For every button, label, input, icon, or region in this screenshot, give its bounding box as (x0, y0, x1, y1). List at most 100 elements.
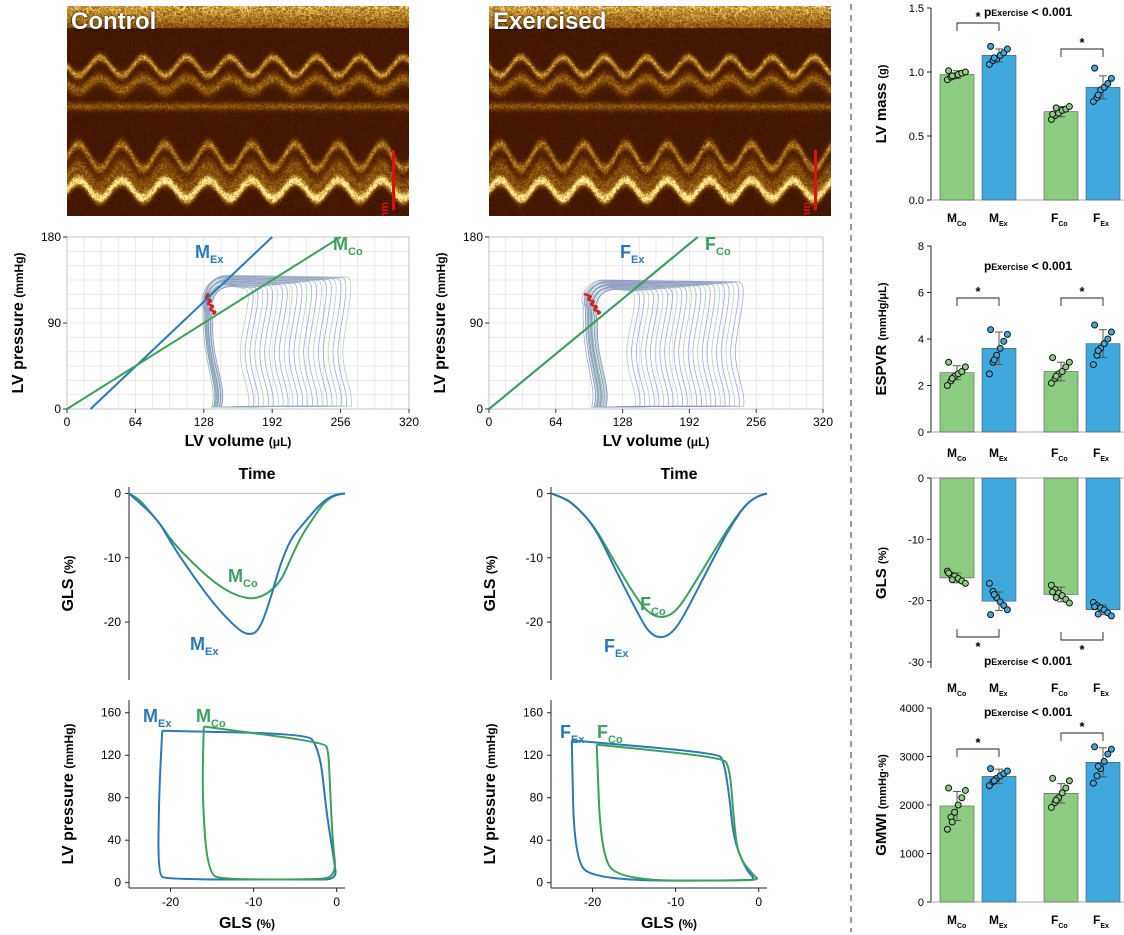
x-axis-label: GLS (%) (641, 915, 697, 932)
data-point (1003, 767, 1011, 775)
pv-loop (590, 285, 679, 408)
significance-bracket (956, 297, 1000, 306)
significance-bracket (1060, 732, 1104, 741)
y-tick-label: 0 (536, 486, 543, 500)
pv-loop (204, 280, 299, 408)
y-tick-label: 120 (101, 748, 121, 762)
y-tick-label: 40 (530, 833, 544, 847)
p-value-annotation: pExercise < 0.001 (984, 5, 1072, 19)
data-point (1107, 74, 1115, 82)
data-point (1104, 750, 1112, 758)
y-axis-label: GLS (%) (482, 555, 499, 611)
y-tick-label: -20 (908, 596, 924, 608)
y-tick-label: -10 (908, 534, 924, 546)
category-label: FCo (1051, 446, 1068, 463)
data-point (1094, 762, 1102, 770)
y-tick-label: 0.0 (909, 195, 924, 207)
data-point (1100, 340, 1108, 348)
data-point (954, 801, 962, 809)
p-value-annotation: pExercise < 0.001 (984, 705, 1072, 719)
pv-loop (595, 288, 646, 408)
echo-label-control: Control (71, 8, 157, 35)
y-axis-label: GLS (%) (60, 555, 77, 611)
data-point (1094, 91, 1102, 99)
y-tick-label: 0 (54, 402, 61, 416)
significance-bracket (956, 629, 1000, 638)
data-point (961, 68, 969, 76)
data-point (990, 590, 998, 598)
data-point (1100, 757, 1108, 765)
pv-loop (588, 285, 683, 408)
data-point (1104, 80, 1112, 88)
significance-marker: * (1079, 35, 1085, 50)
significance-marker: * (975, 284, 981, 299)
pv-chart-pv-male: 0 64 128 192 256 320 0 90 180 MEx MCo LV volume (μL… (10, 230, 419, 450)
bar (1043, 111, 1079, 201)
y-tick-label: 2000 (900, 800, 924, 812)
significance-marker: * (975, 735, 981, 750)
y-tick-label: 1.5 (909, 3, 924, 15)
category-label: MCo (947, 681, 966, 698)
x-tick-label: -20 (162, 895, 180, 909)
y-tick-label: 4000 (900, 703, 924, 715)
y-tick-label: 160 (101, 706, 121, 720)
y-axis-label: LV pressure (mmHg) (432, 252, 449, 393)
series-line (595, 743, 759, 882)
line-chart-gls-female: 0 -10 -20 FCo FEx Time GLS (%) (482, 466, 768, 680)
data-point (987, 42, 995, 50)
series-line (550, 492, 768, 618)
data-point (1052, 104, 1060, 112)
data-point (961, 786, 969, 794)
data-point (1062, 784, 1070, 792)
x-axis-label: LV volume (μL) (185, 433, 292, 450)
x-tick-label: 192 (679, 415, 699, 429)
data-point (996, 344, 1004, 352)
series-line (201, 725, 336, 881)
chart-title: Time (238, 466, 275, 483)
data-point (961, 363, 969, 371)
pv-loop (588, 282, 707, 408)
y-tick-label: 80 (530, 791, 544, 805)
series-label: MEx (190, 634, 219, 658)
y-axis-label: GMWI (mmHg·%) (873, 754, 890, 856)
y-tick-label: 8 (918, 241, 924, 253)
x-tick-label: 320 (813, 415, 833, 429)
espvr-line (66, 236, 342, 410)
category-label: MEx (989, 681, 1008, 698)
data-point (990, 356, 998, 364)
data-point (1104, 335, 1112, 343)
data-point (1052, 372, 1060, 380)
data-point (1003, 330, 1011, 338)
data-point (1089, 361, 1097, 369)
x-tick-label: 64 (549, 415, 563, 429)
pv-loop (205, 278, 323, 408)
data-point (1091, 321, 1099, 329)
series-label: FCo (640, 594, 666, 618)
echo-label-exercised: Exercised (493, 8, 607, 35)
category-label: MCo (947, 913, 966, 930)
scale-bar (814, 150, 817, 210)
data-point (985, 370, 993, 378)
p-value-annotation: pExercise < 0.001 (984, 259, 1072, 273)
data-point (1052, 796, 1060, 804)
data-point (948, 72, 956, 80)
chart-title: Time (660, 466, 697, 483)
data-point (987, 326, 995, 334)
category-label: MCo (947, 211, 966, 228)
category-label: MEx (989, 446, 1008, 463)
x-tick-label: -10 (245, 895, 263, 909)
data-point (990, 54, 998, 62)
significance-bracket (1060, 297, 1104, 306)
series-label: FEx (604, 636, 629, 660)
y-tick-label: 180 (463, 230, 483, 244)
series-line (550, 492, 768, 639)
data-point (1094, 347, 1102, 355)
data-point (945, 784, 953, 792)
category-label: FEx (1093, 681, 1109, 698)
data-point (1065, 358, 1073, 366)
x-tick-label: 320 (399, 415, 419, 429)
significance-marker: * (975, 639, 981, 654)
x-axis-label: GLS (%) (219, 915, 275, 932)
bar (1085, 87, 1121, 201)
